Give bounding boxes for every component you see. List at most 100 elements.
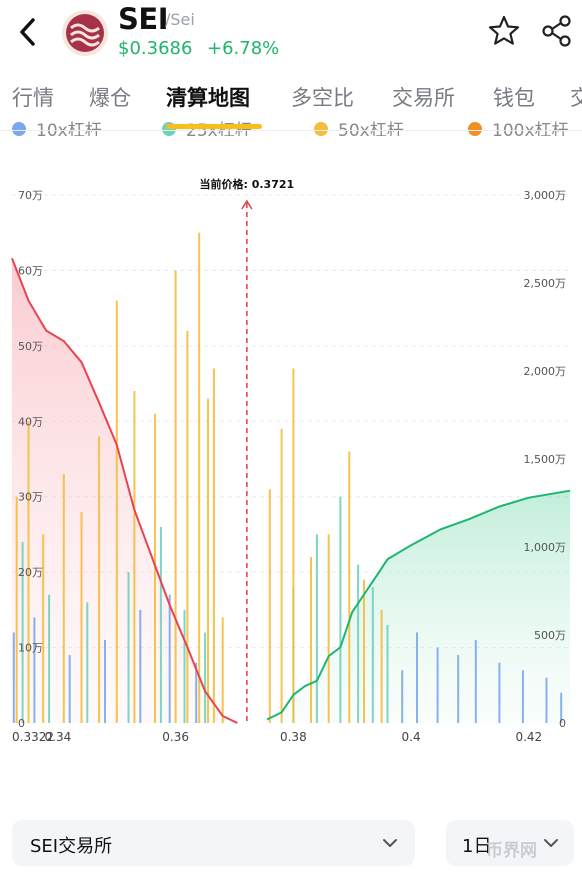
price-change: +6.78% — [207, 38, 280, 59]
header-divider — [0, 130, 582, 131]
y-left-tick-label: 30万 — [18, 491, 43, 504]
short-liquidation-area — [266, 490, 570, 723]
y-right-tick-label: 1,500万 — [524, 453, 567, 466]
watermark: 币界网 — [486, 841, 537, 861]
y-left-tick-label: 70万 — [18, 189, 43, 202]
coin-price: $0.3686 — [118, 38, 193, 59]
star-icon — [488, 15, 520, 45]
coin-symbol: SEI — [118, 2, 169, 36]
x-tick-label: 0.42 — [515, 730, 542, 744]
legend-dot-50x — [314, 122, 328, 136]
short-liquidation-line — [266, 489, 571, 721]
bar-50x — [133, 391, 136, 723]
bar-50x — [115, 300, 118, 723]
bar-10x — [545, 677, 548, 723]
bar-25x — [386, 624, 389, 723]
bar-50x — [212, 368, 215, 723]
bar-50x — [363, 579, 365, 723]
bar-50x — [186, 330, 189, 723]
legend-dot-100x — [468, 122, 482, 136]
bar-10x — [104, 640, 106, 723]
bar-25x — [183, 609, 186, 723]
liquidation-map-chart[interactable]: 0 10万 20万 30万 40万 50万 60万 70万 0 500万 1,000万 1,500万 2… — [0, 150, 582, 750]
tab-more[interactable]: 交 — [570, 86, 582, 110]
bar-10x — [33, 617, 36, 723]
bar-50x — [198, 232, 201, 723]
bar-25x — [371, 587, 374, 723]
bar-50x — [15, 496, 18, 723]
favorite-button[interactable] — [487, 14, 521, 48]
long-liquidation-line — [11, 258, 238, 724]
bar-50x — [310, 557, 312, 723]
bar-50x — [380, 609, 383, 723]
tab-bar: 行情 爆仓 清算地图 多空比 交易所 钱包 交 — [0, 78, 582, 126]
tab-long-short-ratio[interactable]: 多空比 — [291, 86, 354, 110]
bar-50x — [268, 489, 271, 723]
current-price-arrow — [241, 199, 253, 210]
exchange-select-label: SEI交易所 — [30, 836, 113, 857]
y-left-tick-label: 10万 — [18, 642, 43, 655]
period-select[interactable]: 1日 — [446, 820, 574, 866]
bar-50x — [280, 428, 283, 723]
y-right-tick-label: 3,000万 — [524, 189, 567, 202]
x-tick-label: 0.34 — [45, 730, 72, 744]
bar-10x — [168, 594, 171, 723]
chevron-down-icon — [544, 839, 558, 847]
bar-50x — [221, 617, 224, 723]
bar-25x — [159, 526, 162, 723]
legend-label-100x: 100x杠杆 — [492, 121, 569, 136]
x-tick-label: 0.38 — [280, 730, 307, 744]
tab-exchanges[interactable]: 交易所 — [392, 86, 455, 110]
bar-10x — [560, 692, 563, 723]
back-button[interactable] — [14, 14, 42, 50]
bar-10x — [68, 655, 71, 723]
tab-wallet[interactable]: 钱包 — [493, 86, 535, 110]
y-right-tick-label: 1,000万 — [524, 541, 567, 554]
y-left-tick-label: 40万 — [18, 415, 43, 428]
x-tick-label: 0.36 — [162, 730, 189, 744]
y-right-tick-label: 2,000万 — [524, 365, 567, 378]
bar-25x — [315, 534, 318, 723]
bar-50x — [207, 398, 209, 723]
y-right-tick-label: 2,500万 — [524, 277, 567, 290]
tab-market[interactable]: 行情 — [12, 86, 54, 110]
y-left-tick-label: 50万 — [18, 340, 43, 353]
bar-50x — [174, 270, 177, 723]
legend-label-50x: 50x杠杆 — [338, 121, 404, 136]
bar-10x — [12, 632, 15, 723]
bar-10x — [457, 655, 460, 723]
bar-50x — [292, 368, 295, 723]
y-right-tick-label: 500万 — [534, 629, 566, 642]
bar-25x — [357, 564, 360, 723]
coin-pair: /Sei — [165, 10, 195, 29]
bar-10x — [195, 662, 198, 723]
share-button[interactable] — [540, 14, 574, 48]
bar-10x — [436, 647, 439, 723]
share-icon — [542, 15, 571, 47]
long-liquidation-area — [12, 258, 238, 723]
active-tab-indicator — [166, 124, 262, 129]
bar-10x — [416, 632, 418, 723]
bar-10x — [474, 640, 477, 723]
bar-25x — [204, 632, 207, 723]
bar-25x — [48, 594, 51, 723]
legend-label-10x: 10x杠杆 — [36, 121, 102, 136]
y-right-tick-label: 0 — [559, 717, 566, 730]
bar-10x — [401, 670, 404, 723]
exchange-select[interactable]: SEI交易所 — [12, 820, 415, 866]
chart-legend: 10x杠杆 25x杠杆 50x杠杆 100x杠杆 — [0, 120, 582, 136]
chart-svg: 0 10万 20万 30万 40万 50万 60万 70万 0 500万 1,000万 1,500万 2… — [11, 177, 571, 744]
tab-liquidation[interactable]: 爆仓 — [89, 86, 131, 110]
bar-10x — [521, 670, 524, 723]
bar-50x — [98, 436, 101, 723]
bar-50x — [327, 534, 330, 723]
bar-50x — [42, 534, 45, 723]
x-tick-label: 0.3322 — [12, 730, 54, 744]
chevron-down-icon — [383, 839, 397, 847]
y-left-tick-label: 0 — [18, 717, 25, 730]
x-tick-label: 0.4 — [402, 730, 421, 744]
bar-25x — [339, 496, 342, 723]
period-select-label: 1日 — [462, 836, 492, 857]
tab-liquidation-map[interactable]: 清算地图 — [166, 86, 250, 110]
bar-50x — [348, 451, 351, 723]
